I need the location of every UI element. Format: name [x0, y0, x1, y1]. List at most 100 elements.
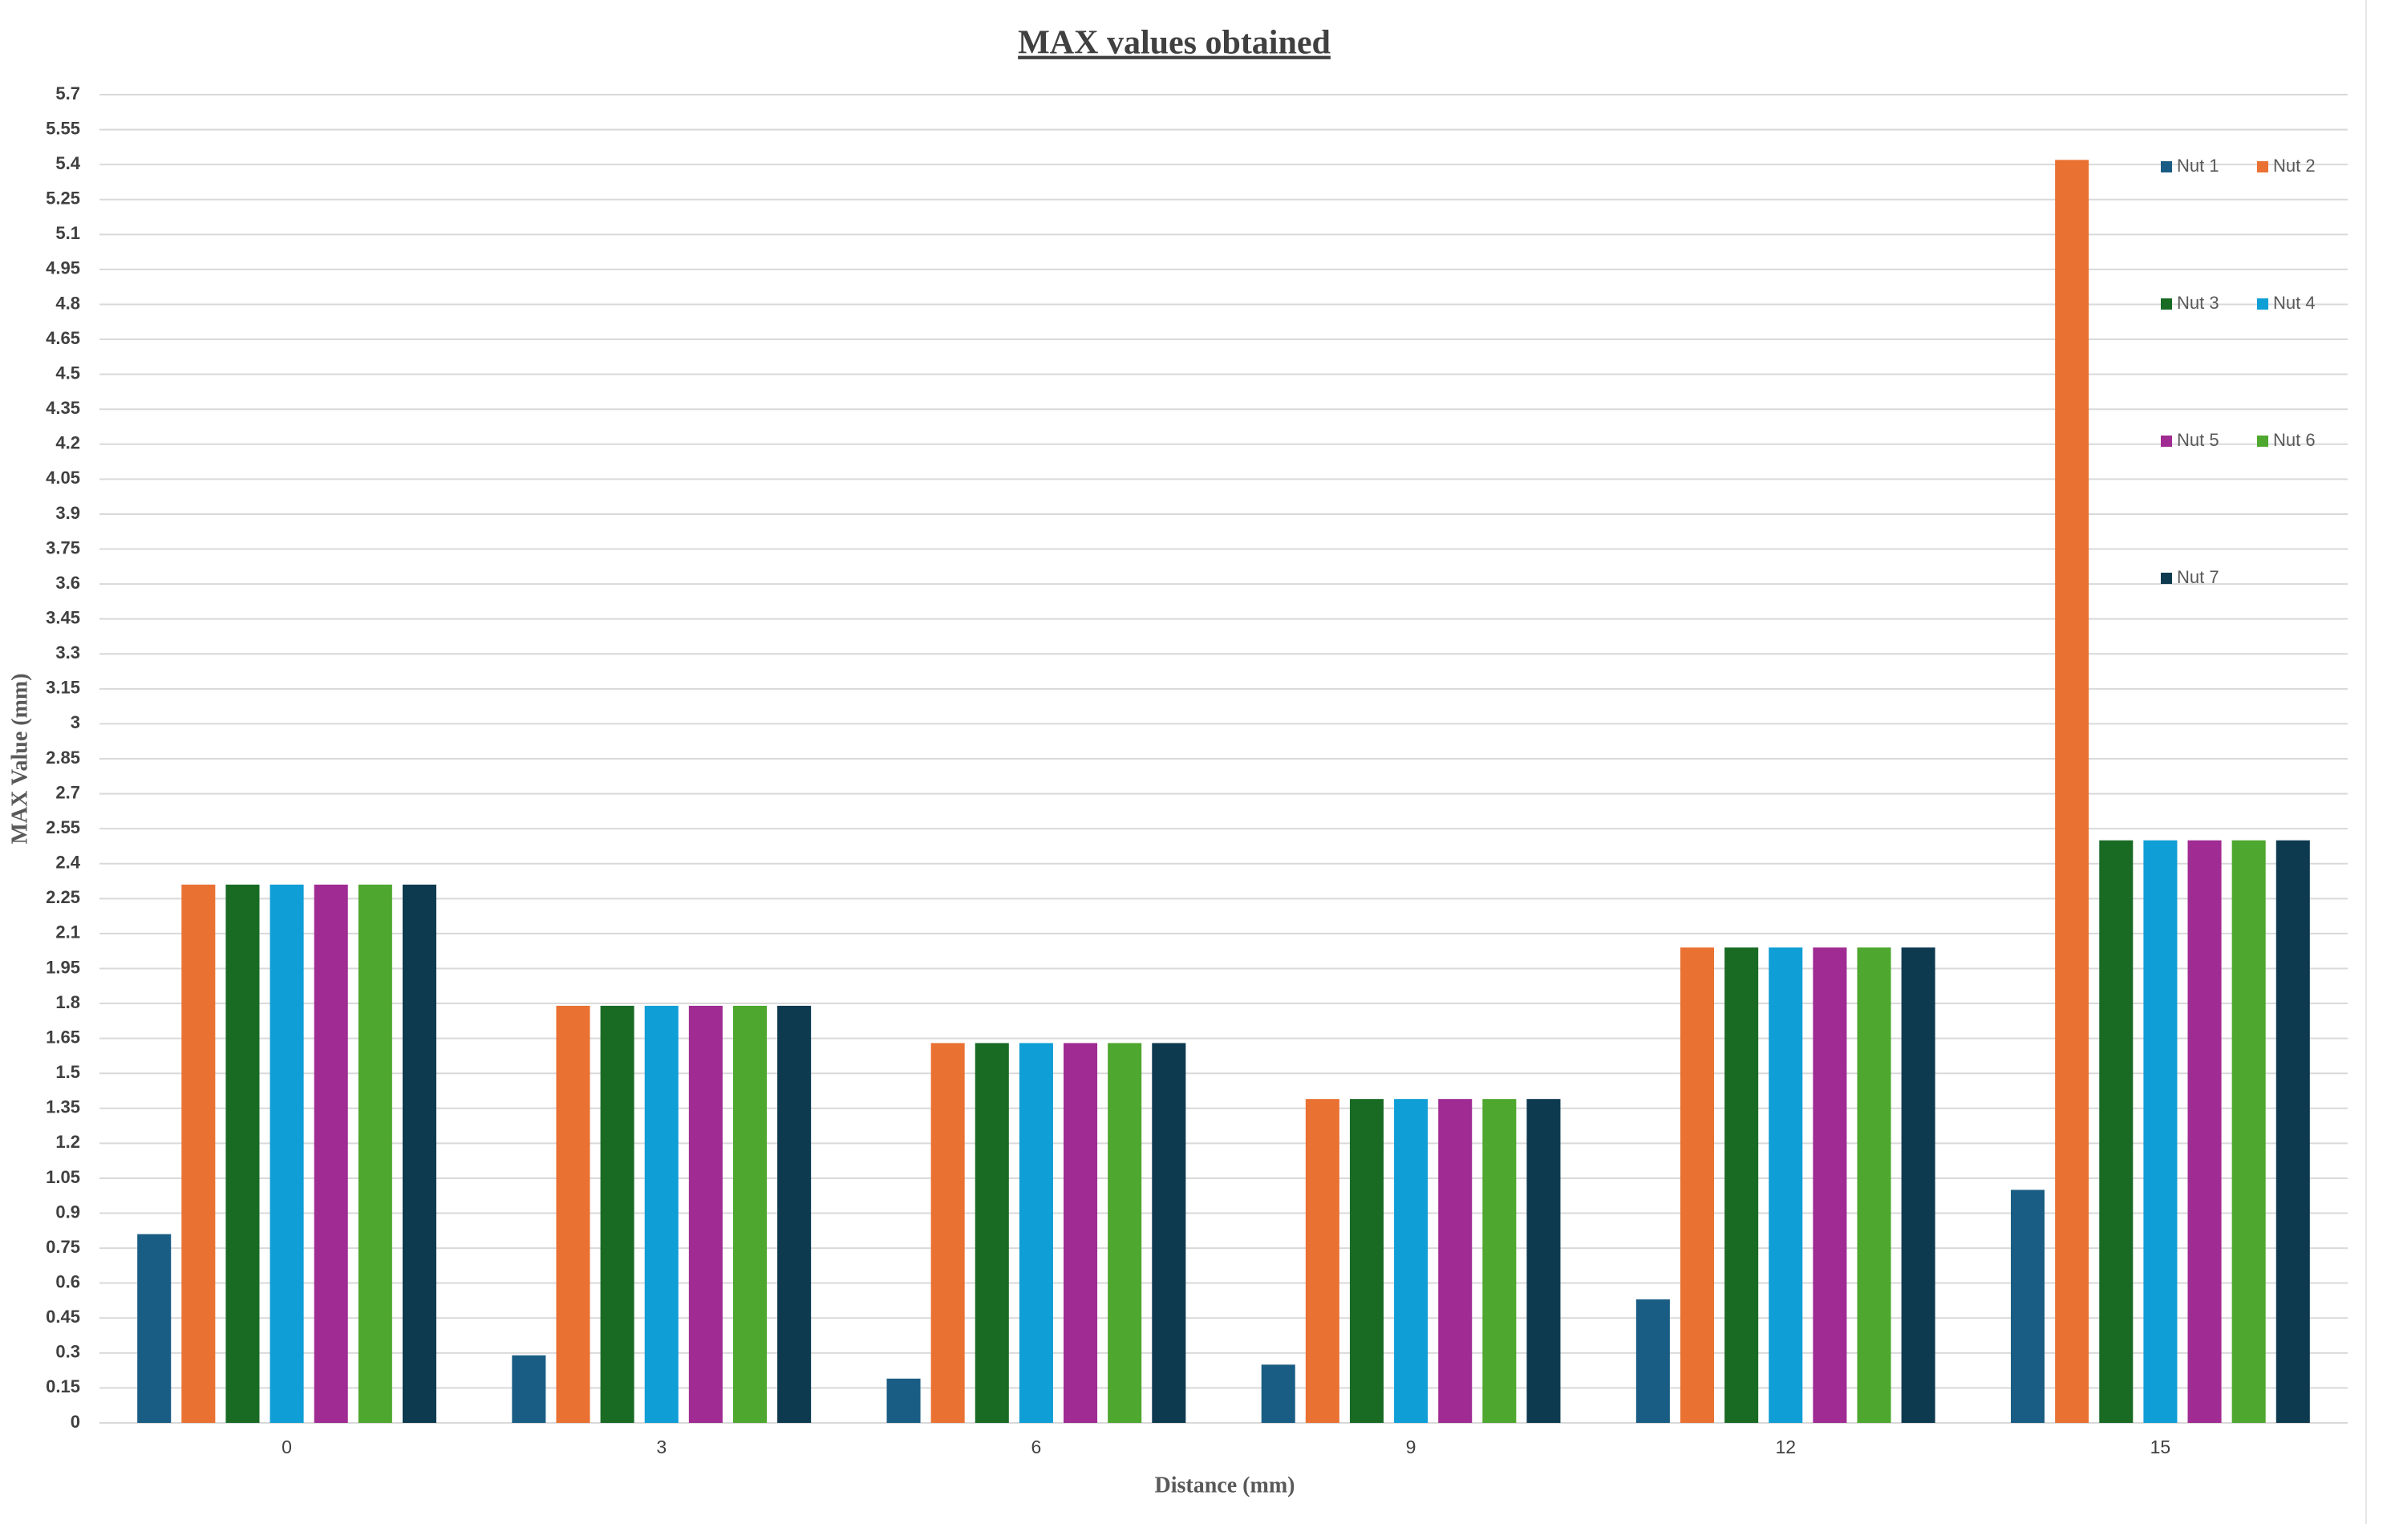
bar: [1813, 947, 1847, 1423]
bar: [181, 884, 216, 1423]
legend-swatch: [2161, 436, 2172, 447]
y-tick-label: 4.95: [46, 258, 80, 278]
legend-swatch: [2257, 436, 2268, 447]
legend-swatch: [2257, 298, 2268, 310]
y-tick-label: 2.85: [46, 748, 80, 768]
y-tick-label: 0.15: [46, 1376, 80, 1396]
bar: [1108, 1043, 1142, 1423]
bar: [1769, 947, 1803, 1423]
y-tick-label: 3.45: [46, 607, 80, 627]
chart-title: MAX values obtained: [1018, 25, 1331, 62]
y-tick-label: 3.3: [55, 642, 80, 663]
y-tick-label: 0.9: [55, 1202, 80, 1222]
bar: [777, 1005, 812, 1423]
bar: [1438, 1099, 1473, 1423]
x-tick-label: 6: [1031, 1437, 1042, 1457]
bar: [225, 884, 260, 1423]
y-tick-label: 3.6: [55, 573, 80, 593]
y-tick-label: 1.5: [55, 1062, 80, 1082]
bar: [137, 1234, 172, 1423]
x-axis-label: Distance (mm): [1155, 1473, 1295, 1497]
legend-swatch: [2161, 161, 2172, 172]
legend-label: Nut 3: [2177, 293, 2219, 313]
y-tick-label: 3.9: [55, 503, 80, 523]
y-tick-label: 1.35: [46, 1097, 80, 1117]
y-tick-label: 0.75: [46, 1237, 80, 1257]
bar: [556, 1005, 590, 1423]
legend-swatch: [2161, 298, 2172, 310]
bar: [886, 1378, 921, 1423]
bar: [358, 884, 392, 1423]
bar: [600, 1005, 634, 1423]
bar: [2099, 840, 2134, 1423]
legend-label: Nut 6: [2273, 430, 2316, 450]
y-tick-label: 0.3: [55, 1342, 80, 1362]
y-tick-label: 1.95: [46, 957, 80, 977]
bar: [269, 884, 304, 1423]
x-tick-label: 15: [2150, 1437, 2171, 1457]
bar: [2055, 160, 2089, 1423]
y-tick-label: 5.55: [46, 118, 80, 138]
y-tick-label: 5.7: [55, 83, 80, 103]
y-tick-label: 0: [71, 1412, 80, 1432]
bar: [1064, 1043, 1098, 1423]
y-tick-label: 0.6: [55, 1271, 80, 1291]
y-tick-label: 2.25: [46, 887, 80, 907]
y-tick-label: 3: [71, 712, 80, 732]
y-tick-label: 3.15: [46, 678, 80, 698]
x-tick-label: 3: [656, 1437, 667, 1457]
bar: [1901, 947, 1935, 1423]
y-tick-label: 4.65: [46, 328, 80, 348]
bar: [1261, 1364, 1295, 1423]
y-tick-label: 4.2: [55, 433, 80, 453]
bar: [688, 1005, 723, 1423]
bar: [1857, 947, 1891, 1423]
bar: [2143, 840, 2178, 1423]
legend-label: Nut 5: [2177, 430, 2219, 450]
bar: [644, 1005, 679, 1423]
legend-swatch: [2257, 161, 2268, 172]
bar: [930, 1043, 965, 1423]
legend-label: Nut 4: [2273, 293, 2316, 313]
y-tick-label: 3.75: [46, 537, 80, 557]
y-tick-label: 1.2: [55, 1132, 80, 1152]
legend-label: Nut 1: [2177, 156, 2219, 176]
y-tick-label: 4.8: [55, 293, 80, 313]
y-tick-label: 0.45: [46, 1307, 80, 1327]
bar: [2276, 840, 2310, 1423]
bar: [1305, 1099, 1339, 1423]
y-tick-label: 5.4: [55, 153, 80, 173]
y-tick-label: 1.65: [46, 1027, 80, 1047]
bar: [2187, 840, 2222, 1423]
bar: [314, 884, 348, 1423]
bar: [1482, 1099, 1517, 1423]
bar: [1526, 1099, 1561, 1423]
bar: [402, 884, 436, 1423]
y-tick-label: 1.8: [55, 992, 80, 1012]
legend-label: Nut 2: [2273, 156, 2316, 176]
bar: [1019, 1043, 1053, 1423]
legend-label: Nut 7: [2177, 567, 2219, 587]
y-tick-label: 4.35: [46, 398, 80, 418]
x-tick-label: 12: [1775, 1437, 1796, 1457]
bar: [1680, 947, 1715, 1423]
y-tick-label: 5.1: [55, 223, 80, 243]
bar: [975, 1043, 1009, 1423]
y-tick-label: 4.05: [46, 468, 80, 488]
y-tick-label: 1.05: [46, 1167, 80, 1187]
legend-swatch: [2161, 573, 2172, 584]
bar: [1394, 1099, 1429, 1423]
x-tick-label: 0: [282, 1437, 292, 1457]
y-tick-label: 2.7: [55, 782, 80, 802]
bar: [1635, 1299, 1670, 1423]
bar: [1724, 947, 1759, 1423]
y-tick-label: 2.1: [55, 922, 80, 942]
y-tick-label: 5.25: [46, 188, 80, 209]
bar: [1349, 1099, 1384, 1423]
y-axis-label: MAX Value (mm): [7, 673, 32, 844]
bar: [732, 1005, 768, 1423]
bar: [2231, 840, 2266, 1423]
x-tick-label: 9: [1406, 1437, 1416, 1457]
bar: [2011, 1189, 2045, 1423]
